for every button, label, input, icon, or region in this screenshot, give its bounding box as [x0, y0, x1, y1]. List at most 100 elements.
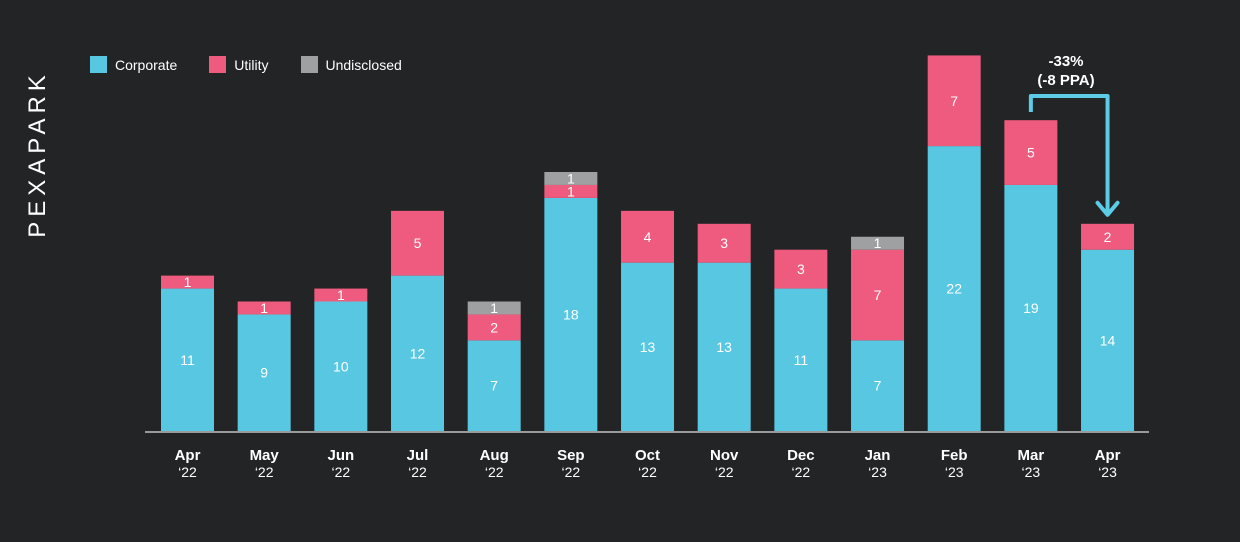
change-arrow-head: [1095, 200, 1120, 217]
data-label-utility-5: 1: [567, 183, 575, 199]
data-label-utility-8: 3: [797, 261, 805, 277]
bar-utility-0: [161, 275, 214, 289]
data-label-utility-4: 2: [490, 319, 498, 335]
x-tick-year-1: ‘22: [255, 464, 274, 480]
bar-utility-9: [851, 249, 905, 341]
data-label-corporate-10: 22: [946, 281, 962, 297]
data-label-undisclosed-9: 1: [874, 235, 882, 251]
x-tick-month-10: Feb: [941, 447, 968, 464]
bar-corporate-6: [621, 262, 675, 431]
change-ppa: (-8 PPA): [1037, 72, 1095, 89]
bar-corporate-1: [237, 314, 291, 431]
bar-utility-11: [1004, 120, 1058, 185]
data-label-corporate-3: 12: [410, 345, 426, 361]
data-label-utility-9: 7: [874, 287, 882, 303]
x-tick-year-4: ‘22: [485, 464, 504, 480]
data-label-corporate-11: 19: [1023, 300, 1039, 316]
x-tick-month-11: Mar: [1018, 447, 1045, 464]
data-label-utility-1: 1: [260, 300, 268, 316]
x-tick-month-7: Nov: [710, 447, 739, 464]
x-tick-month-9: Jan: [865, 447, 891, 464]
data-label-undisclosed-5: 1: [567, 170, 575, 186]
bar-utility-10: [927, 55, 981, 147]
bar-corporate-11: [1004, 184, 1058, 431]
chart-legend: Corporate Utility Undisclosed: [90, 56, 402, 73]
data-label-corporate-7: 13: [716, 339, 732, 355]
x-tick-year-11: ‘23: [1022, 464, 1041, 480]
x-tick-year-2: ‘22: [331, 464, 350, 480]
data-label-corporate-1: 9: [260, 365, 268, 381]
bar-corporate-7: [697, 262, 751, 431]
x-tick-month-0: Apr: [175, 447, 201, 464]
bar-utility-12: [1081, 223, 1135, 250]
data-label-utility-0: 1: [184, 274, 192, 290]
bar-utility-2: [314, 288, 368, 302]
bar-utility-7: [697, 223, 751, 263]
bar-corporate-8: [774, 288, 828, 431]
x-tick-year-7: ‘22: [715, 464, 734, 480]
data-label-utility-12: 2: [1104, 229, 1112, 245]
x-tick-year-12: ‘23: [1098, 464, 1117, 480]
legend-swatch-utility: [209, 56, 227, 73]
legend-label-corporate: Corporate: [115, 56, 178, 73]
bar-corporate-10: [927, 146, 981, 431]
bar-undisclosed-4: [467, 301, 521, 315]
x-tick-month-6: Oct: [635, 447, 660, 464]
bar-corporate-12: [1081, 249, 1135, 431]
legend-swatch-corporate: [90, 56, 107, 73]
bar-corporate-2: [314, 301, 368, 431]
bar-corporate-5: [544, 197, 598, 431]
x-tick-month-2: Jun: [328, 447, 355, 464]
x-tick-month-5: Sep: [557, 447, 585, 464]
bar-undisclosed-9: [851, 236, 905, 250]
change-percent: -33%: [1048, 53, 1084, 70]
legend-item-utility: Utility: [209, 56, 269, 73]
bar-corporate-3: [391, 275, 445, 431]
data-label-corporate-6: 13: [640, 339, 656, 355]
data-label-corporate-8: 11: [794, 352, 809, 368]
legend-label-undisclosed: Undisclosed: [325, 56, 402, 73]
x-tick-month-8: Dec: [787, 447, 815, 464]
bar-utility-8: [774, 249, 828, 289]
bar-corporate-9: [851, 340, 905, 431]
x-tick-year-9: ‘23: [868, 464, 887, 480]
data-label-utility-2: 1: [337, 287, 345, 303]
bar-corporate-0: [161, 288, 214, 431]
data-label-corporate-5: 18: [563, 306, 579, 322]
x-tick-month-1: May: [250, 447, 280, 464]
x-tick-month-4: Aug: [480, 447, 509, 464]
x-tick-year-3: ‘22: [408, 464, 427, 480]
bar-undisclosed-5: [544, 172, 598, 185]
data-label-utility-11: 5: [1027, 145, 1035, 161]
legend-item-corporate: Corporate: [90, 56, 177, 73]
data-label-utility-10: 7: [950, 93, 958, 109]
bar-utility-6: [621, 210, 675, 263]
legend-label-utility: Utility: [234, 56, 269, 73]
data-label-utility-6: 4: [644, 229, 652, 245]
x-tick-year-0: ‘22: [178, 464, 197, 480]
bar-utility-3: [391, 210, 445, 276]
data-label-corporate-0: 11: [180, 352, 195, 368]
x-tick-year-6: ‘22: [638, 464, 657, 480]
legend-swatch-undisclosed: [300, 56, 318, 73]
bar-utility-4: [467, 314, 521, 341]
data-label-utility-7: 3: [720, 235, 728, 251]
legend-item-undisclosed: Undisclosed: [300, 56, 402, 73]
data-label-corporate-9: 7: [874, 378, 882, 394]
data-label-utility-3: 5: [414, 235, 422, 251]
change-arrow-line: [1028, 94, 1110, 214]
bar-utility-5: [544, 184, 598, 198]
change-annotation: -33% (-8 PPA): [1037, 52, 1094, 90]
x-tick-year-5: ‘22: [562, 464, 581, 480]
x-tick-year-10: ‘23: [945, 464, 964, 480]
data-label-undisclosed-4: 1: [490, 300, 498, 316]
data-label-corporate-2: 10: [333, 358, 349, 374]
x-tick-month-3: Jul: [407, 447, 429, 464]
data-label-corporate-12: 14: [1100, 332, 1116, 348]
bar-corporate-4: [467, 340, 521, 431]
x-tick-month-12: Apr: [1095, 447, 1121, 464]
data-label-corporate-4: 7: [490, 378, 498, 394]
bar-utility-1: [237, 301, 291, 315]
